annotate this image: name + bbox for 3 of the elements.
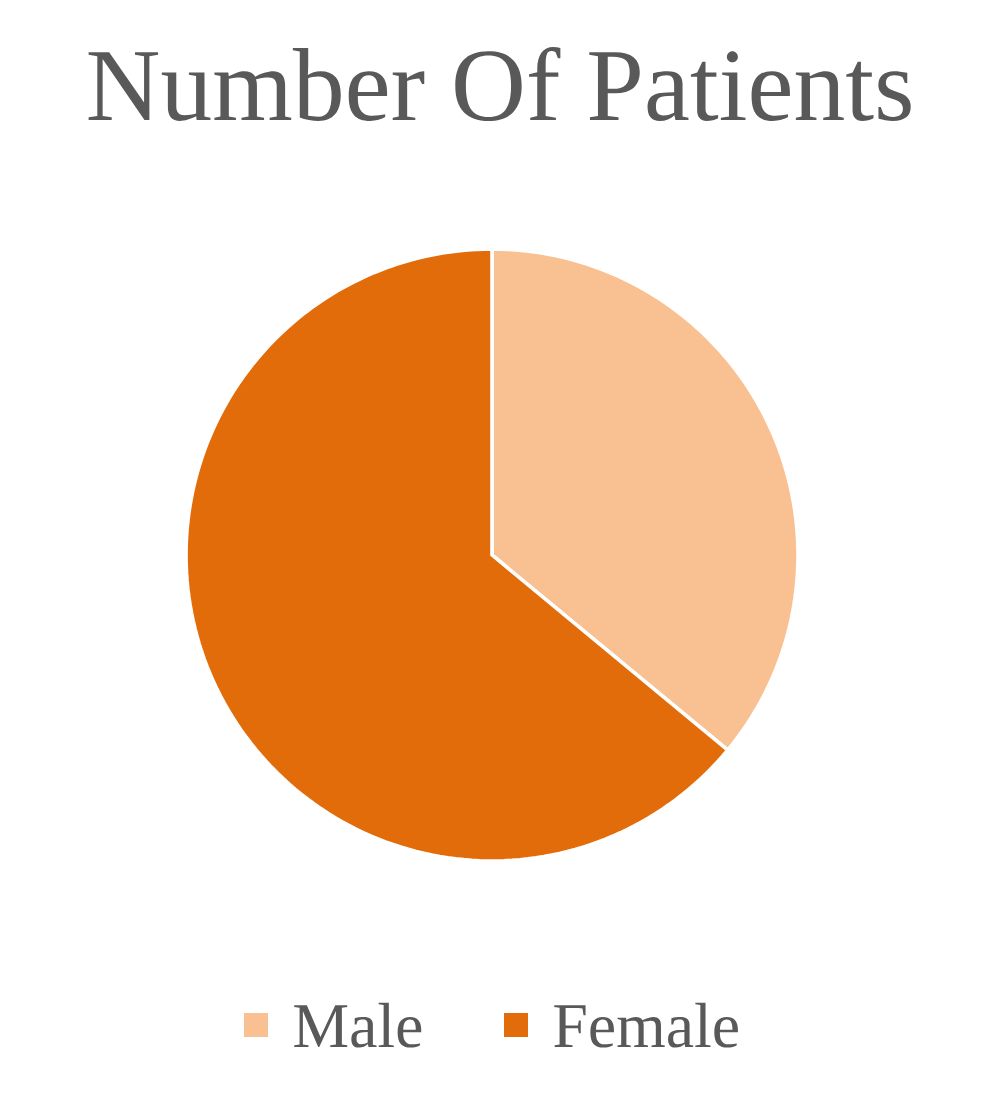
legend-label: Male [294,1002,422,1048]
chart-title: Number Of Patients [88,47,911,121]
legend-label: Female [554,1002,738,1048]
